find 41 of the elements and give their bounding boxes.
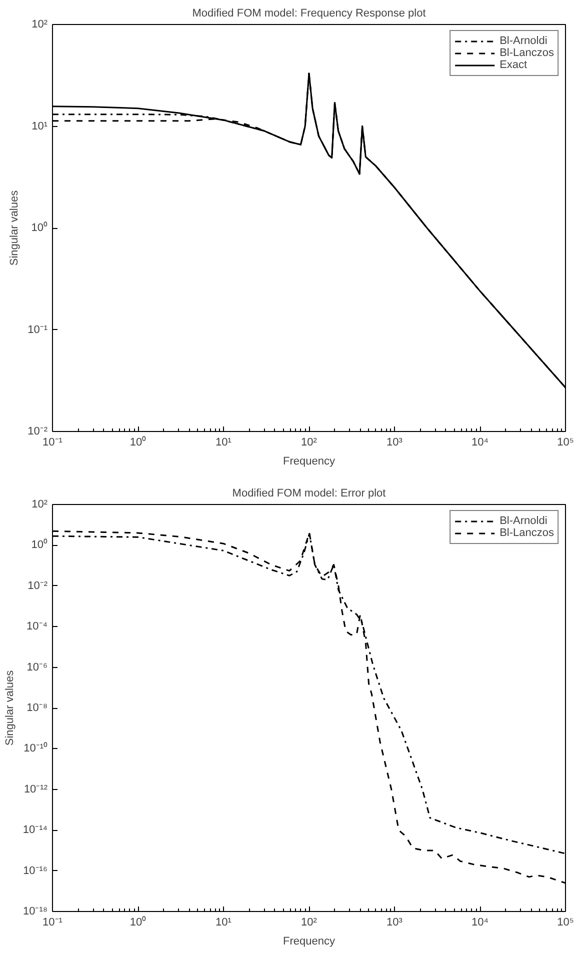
x-axis-title: Frequency (283, 456, 336, 468)
y-tick-label: 10⁻² (28, 580, 48, 592)
x-tick-label: 10² (301, 436, 318, 448)
x-tick-label: 10⁻¹ (42, 436, 63, 448)
x-tick-label: 10⁻¹ (42, 916, 63, 928)
legend-label: Bl-Lanczos (500, 47, 554, 59)
x-tick-label: 10¹ (216, 436, 232, 448)
x-tick-label: 10⁵ (557, 916, 574, 928)
y-tick-label: 10⁻¹² (24, 783, 48, 796)
y-tick-label: 10² (32, 498, 48, 510)
x-tick-label: 10³ (386, 916, 403, 928)
y-tick-label: 10⁻² (28, 426, 48, 438)
legend-label: Bl-Lanczos (500, 527, 554, 539)
x-tick-label: 10³ (386, 436, 403, 448)
y-tick-label: 10⁻¹⁶ (23, 864, 48, 877)
y-axis-title: Singular values (8, 190, 21, 266)
x-axis-title: Frequency (283, 936, 336, 948)
y-tick-label: 10⁻⁴ (26, 620, 48, 633)
legend-label: Bl-Arnoldi (500, 515, 548, 527)
x-tick-label: 10² (301, 916, 318, 928)
x-tick-label: 10⁵ (557, 436, 574, 448)
y-tick-label: 10⁻⁸ (26, 702, 48, 714)
x-tick-label: 10⁴ (472, 436, 489, 448)
chart-title: Modified FOM model: Frequency Response plot (192, 8, 426, 20)
legend-label: Bl-Arnoldi (500, 35, 548, 47)
chart-title: Modified FOM model: Error plot (232, 488, 386, 500)
y-tick-label: 10¹ (32, 120, 48, 132)
y-tick-label: 10⁻⁶ (26, 661, 48, 674)
y-axis-title: Singular values (4, 670, 16, 746)
legend-label: Exact (500, 59, 528, 71)
y-tick-label: 10⁰ (31, 221, 48, 234)
x-tick-label: 10⁰ (130, 436, 146, 448)
x-tick-label: 10⁴ (472, 916, 489, 928)
y-tick-label: 10⁻¹⁸ (22, 906, 48, 918)
y-tick-label: 10⁻¹⁴ (22, 824, 48, 836)
y-tick-label: 10⁰ (31, 538, 48, 552)
y-tick-label: 10⁻¹⁰ (24, 742, 48, 755)
x-tick-label: 10⁰ (130, 916, 146, 928)
x-tick-label: 10¹ (216, 916, 232, 928)
y-tick-label: 10² (32, 18, 48, 30)
y-tick-label: 10⁻¹ (28, 324, 48, 336)
